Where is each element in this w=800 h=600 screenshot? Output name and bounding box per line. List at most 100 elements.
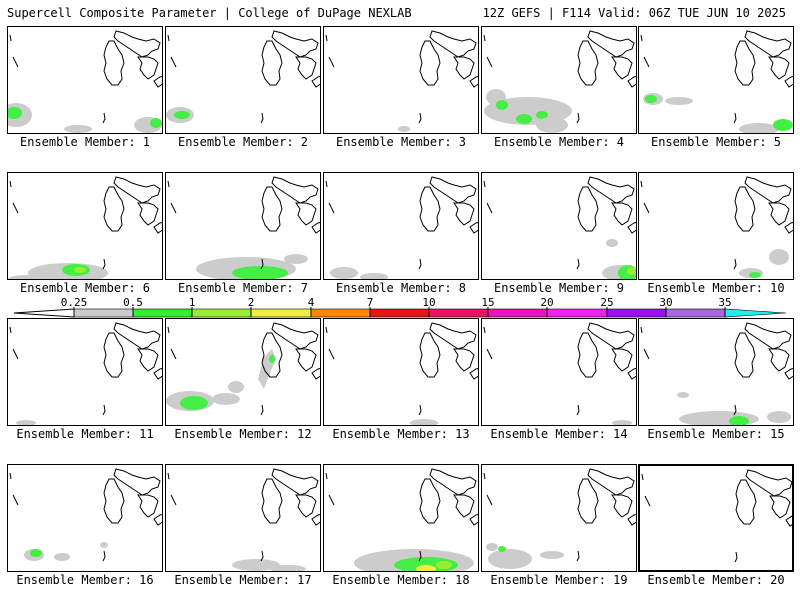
lake-outline [784,75,793,88]
map-canvas [325,30,478,132]
scale-tick-label: 10 [422,296,435,309]
scale-color-segment [310,308,371,318]
lake-outline [271,30,319,58]
map-canvas [8,176,162,279]
ensemble-member-map-13[interactable] [323,318,479,426]
lake-outline [627,513,636,526]
lake-outline [611,348,633,372]
ensemble-member-map-3[interactable] [323,26,479,134]
lake-outline [419,40,441,86]
lake-outline [137,348,159,372]
shoreline-detail [9,180,12,188]
lake-outline [103,478,125,524]
member-label: Ensemble Member: 1 [19,135,151,149]
member-label: Ensemble Member: 16 [16,573,154,587]
lake-outline [469,221,478,234]
member-label: Ensemble Member: 19 [490,573,628,587]
shoreline-detail [102,404,106,416]
shoreline-detail [483,34,486,42]
lake-outline [113,468,161,496]
shoreline-detail [170,494,177,506]
ensemble-member-map-8[interactable] [323,172,479,280]
parameter-shading [180,396,208,410]
lake-outline [469,367,478,380]
shoreline-detail [328,348,335,360]
shoreline-detail [733,404,737,416]
ensemble-member-map-17[interactable] [165,464,321,572]
parameter-shading [54,553,70,561]
ensemble-member-map-12[interactable] [165,318,321,426]
lake-outline [744,176,792,204]
lake-outline [311,221,320,234]
shoreline-detail [170,202,177,214]
shoreline-detail [483,180,486,188]
lake-outline [261,332,283,378]
ensemble-member-map-18[interactable] [323,464,479,572]
shoreline-detail [325,34,328,42]
lake-outline [577,186,599,232]
map-canvas [167,176,320,279]
ensemble-member-map-4[interactable] [481,26,637,134]
ensemble-member-map-20[interactable] [638,464,794,572]
scale-color-segment [369,308,430,318]
shoreline-detail [641,473,644,481]
shoreline-detail [167,326,170,334]
scale-tick-label: 35 [718,296,731,309]
shoreline-detail [486,348,493,360]
parameter-shading [486,543,498,551]
member-label: Ensemble Member: 2 [177,135,309,149]
shoreline-detail [640,180,643,188]
ensemble-member-map-10[interactable] [638,172,794,280]
lake-outline [469,75,478,88]
parameter-shading [16,420,36,425]
parameter-shading [606,239,618,247]
ensemble-member-map-6[interactable] [7,172,163,280]
member-label: Ensemble Member: 18 [332,573,470,587]
parameter-shading [150,118,162,128]
map-canvas [167,468,320,571]
scale-color-segment [724,308,787,318]
ensemble-member-map-16[interactable] [7,464,163,572]
ensemble-member-map-5[interactable] [638,26,794,134]
ensemble-member-map-9[interactable] [481,172,637,280]
map-canvas [166,322,320,416]
ensemble-member-map-1[interactable] [7,26,163,134]
scale-color-segment [428,308,489,318]
parameter-shading [100,542,108,548]
member-label: Ensemble Member: 13 [332,427,470,441]
shoreline-detail [576,404,580,416]
ensemble-member-map-14[interactable] [481,318,637,426]
ensemble-member-map-11[interactable] [7,318,163,426]
shoreline-detail [9,472,12,480]
lake-outline [734,332,756,378]
member-label: Ensemble Member: 12 [174,427,312,441]
member-label: Ensemble Member: 6 [19,281,151,295]
scale-tick-label: 0.5 [123,296,143,309]
shoreline-detail [260,258,264,270]
scale-color-segment [546,308,608,318]
parameter-shading [284,254,308,264]
member-label: Ensemble Member: 14 [490,427,628,441]
scale-color-segment [487,308,548,318]
lake-outline [295,56,317,80]
map-canvas [325,322,478,425]
lake-outline [769,495,791,519]
lake-outline [768,202,790,226]
lake-outline [271,176,319,204]
shoreline-detail [486,494,493,506]
lake-outline [745,469,792,497]
shoreline-detail [486,56,493,68]
lake-outline [577,40,599,86]
ensemble-member-map-15[interactable] [638,318,794,426]
lake-outline [311,513,320,526]
shoreline-detail [260,550,264,562]
lake-outline [734,186,756,232]
lake-outline [784,221,793,234]
lake-outline [429,322,477,350]
parameter-shading [516,114,532,124]
ensemble-member-map-2[interactable] [165,26,321,134]
parameter-shading [258,349,276,389]
ensemble-member-map-19[interactable] [481,464,637,572]
scale-color-segment [665,308,726,318]
ensemble-member-map-7[interactable] [165,172,321,280]
